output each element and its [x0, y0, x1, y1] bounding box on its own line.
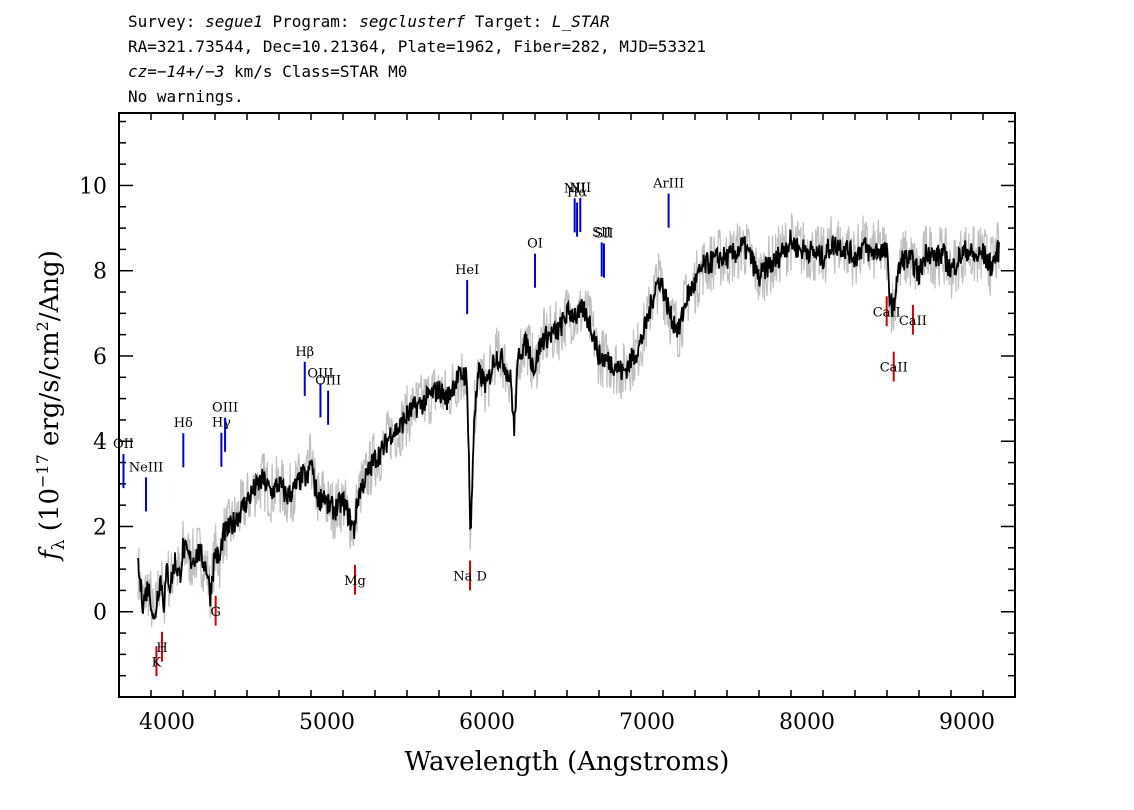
absorption-line-label: H — [156, 641, 167, 656]
y-tick-label: 2 — [93, 515, 107, 540]
cz-key: cz — [128, 62, 148, 81]
absorption-line-label: G — [210, 605, 220, 620]
flux-trace — [137, 229, 1000, 620]
x-tick-label: 4000 — [139, 710, 195, 735]
absorption-line-label: CaII — [873, 305, 901, 320]
x-tick-label: 8000 — [779, 710, 835, 735]
emission-line-label: NII — [569, 181, 591, 196]
emission-line-label: OIII — [307, 366, 333, 381]
y-axis-title: fλ (10−17 erg/s/cm2/Ang) — [33, 250, 69, 562]
target-key: Target: — [465, 12, 552, 31]
emission-line-label: OIII — [212, 401, 238, 416]
y-tick-label: 4 — [93, 430, 107, 455]
emission-line-label: Hγ — [212, 416, 231, 431]
emission-line-label: Hδ — [174, 416, 193, 431]
emission-line-label: OIII — [315, 374, 341, 389]
survey-value: segue1 — [205, 12, 263, 31]
emission-line-label: NeIII — [129, 460, 163, 475]
absorption-line-label: CaII — [899, 314, 927, 329]
absorption-line-label: CaII — [880, 361, 908, 376]
header-line-3: cz=−14+/−3 km/s Class=STAR M0 — [128, 62, 407, 82]
emission-line-label: NII — [564, 181, 586, 196]
x-tick-label: 9000 — [939, 710, 995, 735]
emission-line-label: OI — [527, 237, 543, 252]
emission-line-label: SII — [592, 225, 611, 240]
absorption-line-label: Mg — [344, 574, 366, 589]
absorption-line-label: Na D — [453, 570, 487, 585]
emission-line-label: ArIII — [652, 177, 684, 192]
program-value: segclusterf — [359, 12, 466, 31]
y-axis: 0 2 4 6 8 10 — [79, 120, 1015, 698]
class-text: km/s Class=STAR M0 — [224, 62, 408, 81]
y-tick-label: 10 — [79, 174, 107, 199]
emission-line-label: Hα — [567, 186, 587, 201]
error-band-trace — [137, 213, 1000, 628]
y-tick-label: 0 — [93, 601, 107, 626]
emission-line-label: SII — [594, 227, 613, 242]
target-value: L_STAR — [551, 12, 610, 31]
plot-frame — [118, 112, 1016, 698]
emission-line-label: HeI — [455, 263, 479, 278]
emission-line-label: OII — [113, 437, 134, 452]
y-tick-label: 6 — [93, 345, 107, 370]
x-tick-label: 5000 — [299, 710, 355, 735]
header-line-4: No warnings. — [128, 87, 244, 106]
x-tick-label: 7000 — [619, 710, 675, 735]
header-line-2: RA=321.73544, Dec=10.21364, Plate=1962, … — [128, 37, 706, 56]
y-tick-label: 8 — [93, 260, 107, 285]
survey-key: Survey: — [128, 12, 206, 31]
x-axis: 4000 5000 6000 7000 8000 9000 — [118, 113, 1016, 735]
emission-line-label: Hβ — [295, 345, 314, 360]
error-band — [137, 213, 1000, 628]
x-tick-label: 6000 — [459, 710, 515, 735]
absorption-line-label: K — [152, 655, 162, 670]
program-key: Program: — [262, 12, 360, 31]
flux-line — [137, 229, 1000, 620]
x-axis-title: Wavelength (Angstroms) — [405, 747, 730, 777]
cz-value: =−14+/−3 — [147, 62, 225, 81]
header-line-1: Survey: segue1 Program: segclusterf Targ… — [128, 12, 610, 32]
